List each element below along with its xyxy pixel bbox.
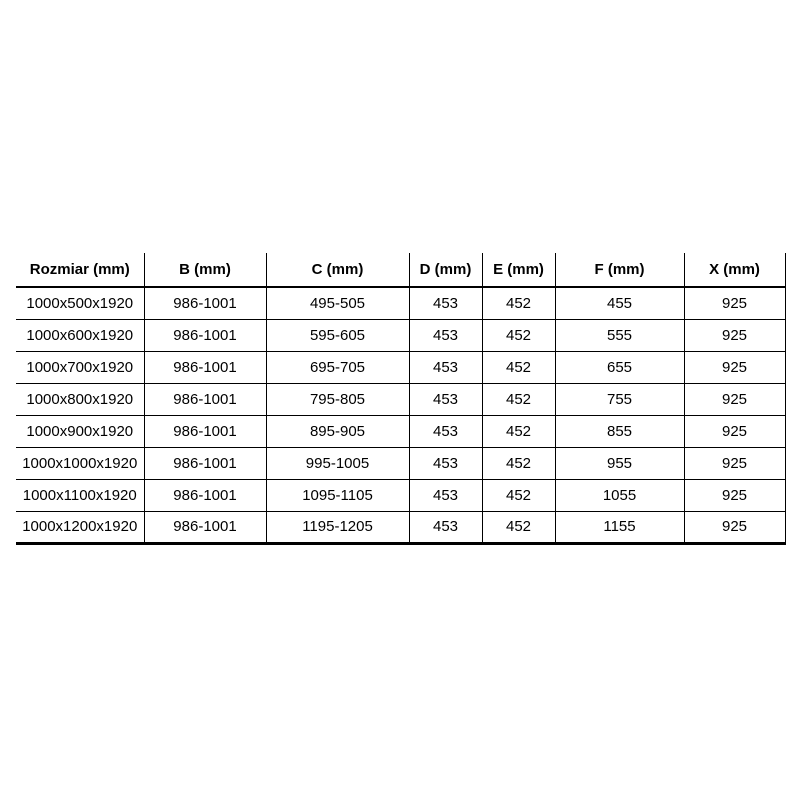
table-cell: 986-1001 (144, 383, 267, 416)
table-cell: 453 (409, 319, 483, 352)
table-header-row: Rozmiar (mm) B (mm) C (mm) D (mm) E (mm) F (m… (16, 253, 786, 288)
table-row: 1000x1100x1920 986-1001 1095-1105 453 452 105… (16, 479, 786, 512)
table-cell: 925 (684, 447, 786, 480)
column-header: Rozmiar (mm) (16, 253, 145, 288)
table-cell: 555 (555, 319, 685, 352)
table-body: 1000x500x1920 986-1001 495-505 453 452 455 925… (16, 287, 786, 545)
table-row: 1000x500x1920 986-1001 495-505 453 452 455 925 (16, 287, 786, 320)
table-cell: 453 (409, 511, 483, 545)
table-cell: 1055 (555, 479, 685, 512)
table-cell: 925 (684, 351, 786, 384)
table-cell: 453 (409, 415, 483, 448)
table-row: 1000x1200x1920 986-1001 1195-1205 453 452 115… (16, 511, 786, 545)
table-cell: 1195-1205 (266, 511, 410, 545)
table-cell: 453 (409, 383, 483, 416)
table-row: 1000x1000x1920 986-1001 995-1005 453 452 955 9… (16, 447, 786, 480)
table-cell: 925 (684, 383, 786, 416)
table-cell: 1155 (555, 511, 685, 545)
table-cell: 1000x1200x1920 (16, 511, 145, 545)
table-cell: 1000x1100x1920 (16, 479, 145, 512)
table-cell: 452 (482, 351, 556, 384)
table-cell: 1000x900x1920 (16, 415, 145, 448)
table-cell: 453 (409, 447, 483, 480)
table-row: 1000x900x1920 986-1001 895-905 453 452 855 925 (16, 415, 786, 448)
table-cell: 925 (684, 415, 786, 448)
table-cell: 452 (482, 447, 556, 480)
table-cell: 452 (482, 383, 556, 416)
column-header: D (mm) (409, 253, 483, 288)
table-cell: 695-705 (266, 351, 410, 384)
size-table: Rozmiar (mm) B (mm) C (mm) D (mm) E (mm) F (m… (16, 253, 786, 545)
table-cell: 453 (409, 479, 483, 512)
size-table-wrapper: Rozmiar (mm) B (mm) C (mm) D (mm) E (mm) F (m… (16, 253, 786, 545)
table-cell: 1000x500x1920 (16, 287, 145, 320)
table-cell: 452 (482, 511, 556, 545)
table-cell: 452 (482, 415, 556, 448)
table-cell: 1000x1000x1920 (16, 447, 145, 480)
table-row: 1000x700x1920 986-1001 695-705 453 452 655 925 (16, 351, 786, 384)
table-cell: 795-805 (266, 383, 410, 416)
table-cell: 986-1001 (144, 287, 267, 320)
column-header: E (mm) (482, 253, 556, 288)
table-cell: 855 (555, 415, 685, 448)
table-cell: 925 (684, 287, 786, 320)
table-cell: 1000x700x1920 (16, 351, 145, 384)
size-table-header: Rozmiar (mm) B (mm) C (mm) D (mm) E (mm) F (m… (16, 253, 786, 288)
table-cell: 995-1005 (266, 447, 410, 480)
table-cell: 1000x800x1920 (16, 383, 145, 416)
table-cell: 895-905 (266, 415, 410, 448)
table-cell: 655 (555, 351, 685, 384)
table-cell: 495-505 (266, 287, 410, 320)
table-row: 1000x800x1920 986-1001 795-805 453 452 755 925 (16, 383, 786, 416)
table-cell: 925 (684, 319, 786, 352)
table-cell: 1095-1105 (266, 479, 410, 512)
table-cell: 452 (482, 287, 556, 320)
table-cell: 595-605 (266, 319, 410, 352)
table-cell: 452 (482, 479, 556, 512)
table-cell: 455 (555, 287, 685, 320)
table-cell: 986-1001 (144, 447, 267, 480)
table-cell: 453 (409, 287, 483, 320)
column-header: X (mm) (684, 253, 786, 288)
column-header: F (mm) (555, 253, 685, 288)
table-cell: 986-1001 (144, 479, 267, 512)
table-cell: 986-1001 (144, 415, 267, 448)
table-cell: 452 (482, 319, 556, 352)
table-cell: 925 (684, 479, 786, 512)
table-cell: 1000x600x1920 (16, 319, 145, 352)
table-cell: 955 (555, 447, 685, 480)
table-cell: 986-1001 (144, 351, 267, 384)
table-cell: 755 (555, 383, 685, 416)
table-cell: 986-1001 (144, 511, 267, 545)
column-header: C (mm) (266, 253, 410, 288)
table-cell: 453 (409, 351, 483, 384)
column-header: B (mm) (144, 253, 267, 288)
table-cell: 986-1001 (144, 319, 267, 352)
table-cell: 925 (684, 511, 786, 545)
table-row: 1000x600x1920 986-1001 595-605 453 452 555 925 (16, 319, 786, 352)
